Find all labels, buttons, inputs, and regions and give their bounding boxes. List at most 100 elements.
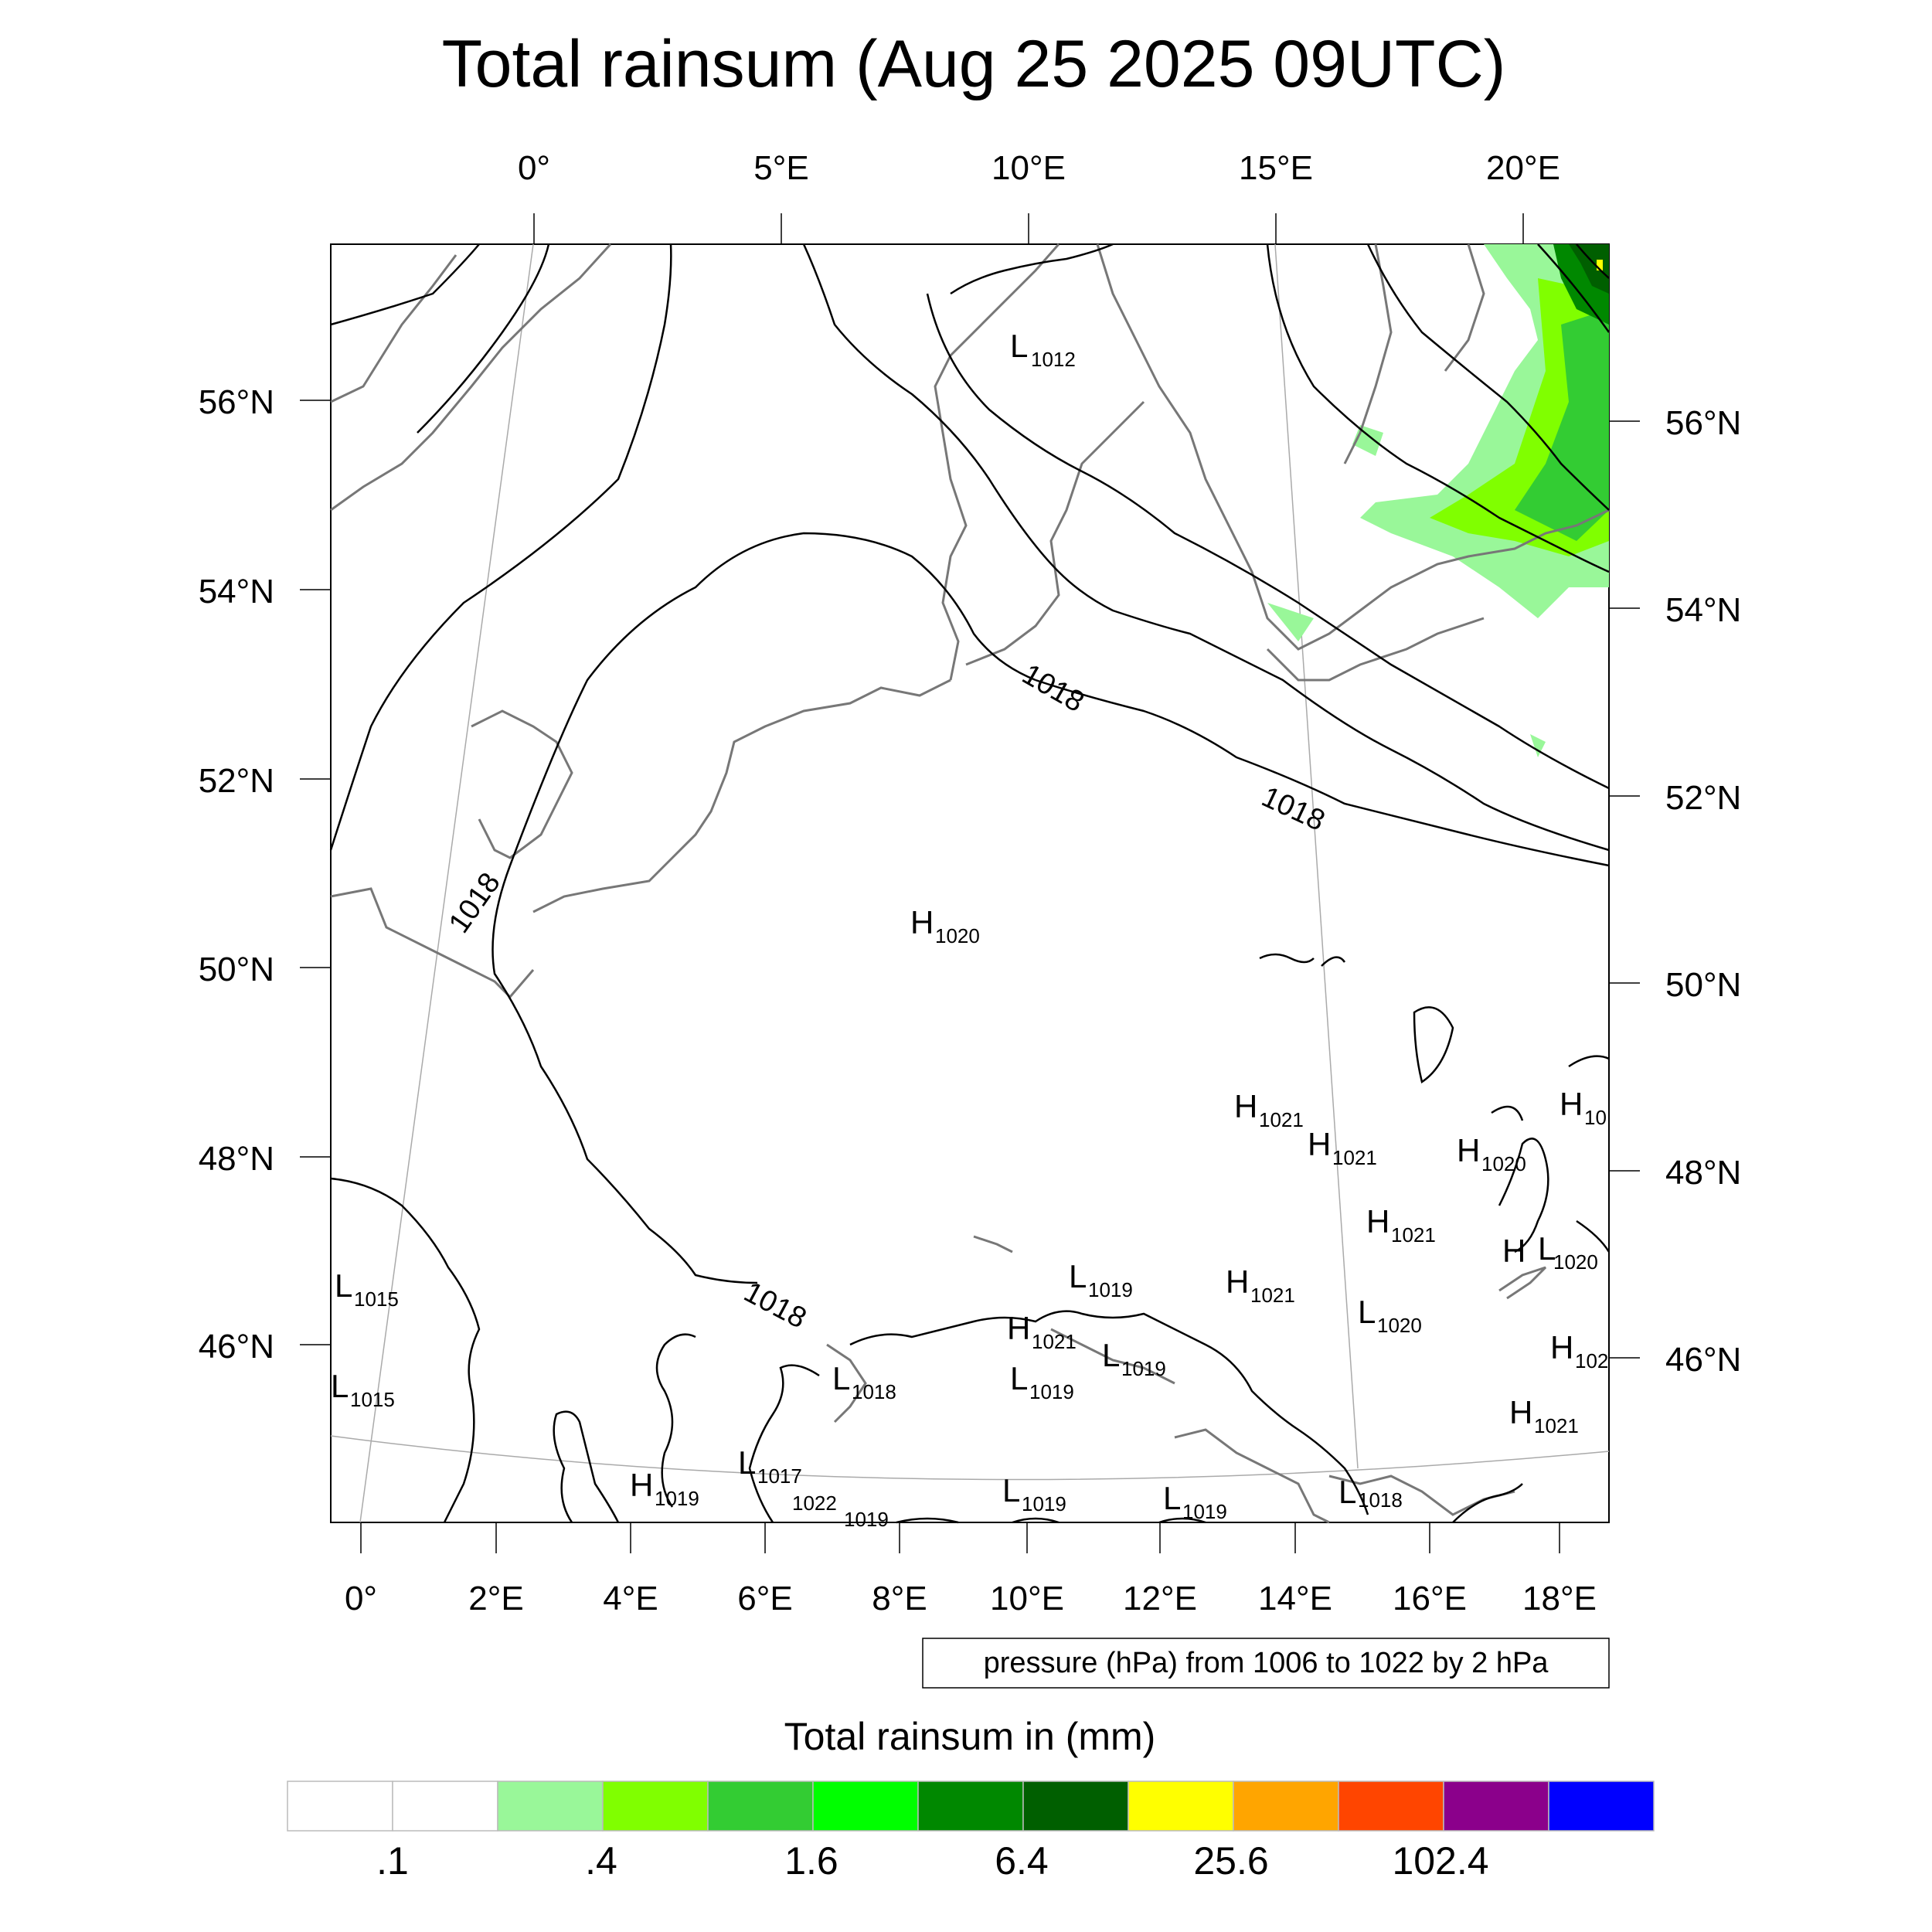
svg-text:1021: 1021 [1534, 1414, 1579, 1437]
svg-text:L: L [1163, 1480, 1181, 1516]
lat-label: 50°N [199, 951, 274, 988]
contour-info-text: pressure (hPa) from 1006 to 1022 by 2 hP… [984, 1647, 1549, 1679]
colorbar-box [497, 1781, 604, 1832]
lat-label: 54°N [199, 573, 274, 611]
lon-label: 8°E [872, 1580, 927, 1617]
top-longitude-labels: 0° 5°E 10°E 15°E 20°E [518, 149, 1560, 187]
svg-text:1018: 1018 [1358, 1488, 1403, 1512]
colorbar-box [707, 1781, 814, 1832]
svg-text:L: L [832, 1360, 850, 1396]
lat-label: 46°N [199, 1328, 274, 1366]
svg-text:1020: 1020 [935, 924, 980, 947]
graticule [330, 243, 1610, 1523]
svg-text:H: H [630, 1467, 653, 1503]
map-title: Total rainsum (Aug 25 2025 09UTC) [442, 27, 1506, 101]
svg-text:H: H [1457, 1132, 1480, 1168]
lon-label: 6°E [737, 1580, 792, 1617]
pressure-center: H 10 [1560, 1086, 1607, 1129]
svg-text:H: H [1308, 1126, 1331, 1162]
lon-label: 0° [345, 1580, 377, 1617]
svg-text:H: H [1560, 1086, 1583, 1122]
axis-ticks [300, 213, 1640, 1553]
svg-text:102: 102 [1575, 1349, 1608, 1372]
pressure-center: 1022 [792, 1492, 837, 1515]
svg-text:1019: 1019 [1182, 1500, 1227, 1523]
svg-text:1015: 1015 [350, 1388, 395, 1411]
colorbar-tick-label: 1.6 [784, 1839, 838, 1883]
pressure-center: H 1021 [1366, 1203, 1436, 1247]
colorbar-tick-labels: .1 .4 1.6 6.4 25.6 102.4 [376, 1839, 1488, 1883]
bottom-longitude-labels: 0° 2°E 4°E 6°E 8°E 10°E 12°E 14°E 16°E 1… [345, 1580, 1597, 1617]
pressure-center: H [1502, 1233, 1526, 1269]
pressure-center: H 1021 [1234, 1088, 1304, 1131]
lon-label: 16°E [1393, 1580, 1467, 1617]
lat-label: 46°N [1665, 1341, 1741, 1379]
lat-label: 54°N [1665, 591, 1741, 629]
pressure-centers: L 1012 H 1020 H 1021 H 1021 H 10 H 1020 H 1021 … [331, 328, 1608, 1531]
svg-text:1019: 1019 [655, 1487, 699, 1510]
colorbar-tick-label: .1 [376, 1839, 409, 1883]
colorbar-tick-label: .4 [585, 1839, 617, 1883]
colorbar-tick-label: 102.4 [1392, 1839, 1488, 1883]
svg-text:1021: 1021 [1391, 1223, 1436, 1247]
svg-text:H: H [1007, 1310, 1030, 1346]
svg-text:1021: 1021 [1250, 1284, 1295, 1307]
svg-text:L: L [1010, 328, 1028, 364]
svg-text:H: H [1550, 1329, 1573, 1366]
pressure-center: L 1018 [832, 1360, 896, 1403]
lat-label: 48°N [1665, 1154, 1741, 1192]
pressure-center: H 1020 [1457, 1132, 1526, 1175]
svg-text:L: L [1538, 1230, 1556, 1267]
pressure-center: L 1017 [738, 1444, 802, 1488]
pressure-center: L 1015 [335, 1267, 399, 1311]
lon-label: 5°E [753, 149, 808, 187]
colorbar-box [917, 1781, 1024, 1832]
svg-text:L: L [1338, 1474, 1356, 1510]
svg-text:L: L [331, 1368, 349, 1404]
rain-area-darkest [1569, 244, 1609, 294]
svg-text:H: H [1502, 1233, 1526, 1269]
svg-text:1019: 1019 [1088, 1278, 1133, 1301]
lat-label: 52°N [199, 762, 274, 800]
svg-text:10: 10 [1584, 1106, 1607, 1129]
svg-text:1022: 1022 [792, 1492, 837, 1515]
lon-label: 0° [518, 149, 550, 187]
lon-label: 4°E [603, 1580, 658, 1617]
pressure-center: H 1021 [1226, 1264, 1295, 1307]
svg-text:H: H [1366, 1203, 1389, 1240]
lon-label: 20°E [1486, 149, 1560, 187]
pressure-center: L 1019 [1163, 1480, 1227, 1523]
pressure-center: L 1019 [1002, 1472, 1066, 1515]
colorbar-box [392, 1781, 498, 1832]
left-latitude-labels: 56°N 54°N 52°N 50°N 48°N 46°N [199, 383, 274, 1366]
pressure-center: L 1019 [1069, 1258, 1133, 1301]
lon-label: 15°E [1239, 149, 1313, 187]
colorbar-tick-label: 6.4 [995, 1839, 1049, 1883]
colorbar-box [1338, 1781, 1444, 1832]
svg-text:1012: 1012 [1031, 348, 1076, 371]
colorbar: Total rainsum in (mm) .1 .4 1.6 6.4 25.6… [287, 1715, 1655, 1883]
svg-text:L: L [1358, 1294, 1376, 1330]
pressure-center: H 102 [1550, 1329, 1608, 1372]
pressure-center: L 1019 [1102, 1337, 1166, 1380]
rain-shading [1267, 244, 1609, 757]
pressure-center: L 1018 [1338, 1474, 1403, 1512]
lat-label: 50°N [1665, 966, 1741, 1004]
colorbar-box [602, 1781, 709, 1832]
pressure-center: L 1019 [1010, 1360, 1074, 1403]
svg-text:1020: 1020 [1481, 1152, 1526, 1175]
colorbar-box [1022, 1781, 1129, 1832]
pressure-center: H 1021 [1509, 1394, 1579, 1437]
pressure-center: H 1019 [630, 1467, 699, 1510]
rain-area-medium [1515, 309, 1609, 541]
svg-text:L: L [335, 1267, 352, 1304]
right-latitude-labels: 56°N 54°N 52°N 50°N 48°N 46°N [1665, 404, 1741, 1379]
lon-label: 10°E [992, 149, 1066, 187]
svg-text:1020: 1020 [1377, 1314, 1422, 1337]
colorbar-box [1443, 1781, 1549, 1832]
svg-text:1017: 1017 [757, 1464, 802, 1488]
svg-text:1018: 1018 [852, 1380, 896, 1403]
colorbar-boxes [287, 1781, 1655, 1832]
